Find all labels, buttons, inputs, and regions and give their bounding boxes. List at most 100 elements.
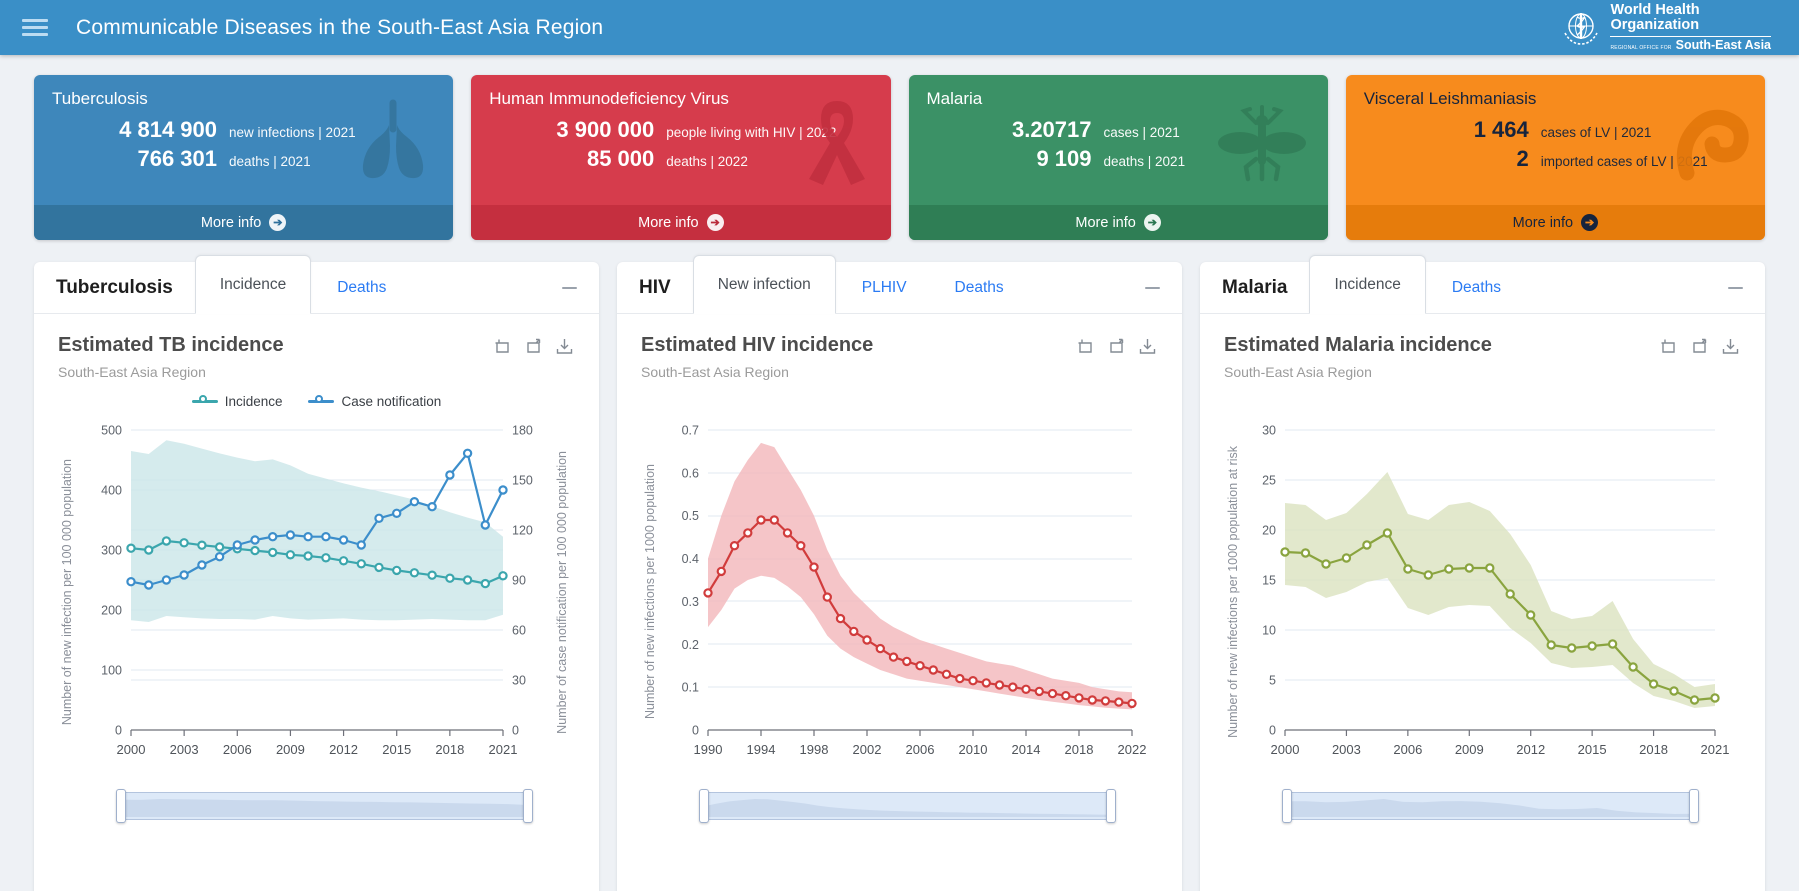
slider-handle-left[interactable] <box>116 789 126 823</box>
data-zoom-slider[interactable] <box>116 789 533 823</box>
card-stat: 85 000 deaths | 2022 <box>489 146 872 172</box>
chart-toolbox <box>494 338 573 355</box>
panel-header: Tuberculosis Incidence Deaths <box>34 255 599 314</box>
svg-text:0.3: 0.3 <box>682 595 699 609</box>
tab-deaths[interactable]: Deaths <box>1451 278 1501 296</box>
card-stat: 4 814 900 new infections | 2021 <box>52 117 435 143</box>
svg-text:25: 25 <box>1262 474 1276 488</box>
more-info-button[interactable]: More info ➔ <box>471 205 891 240</box>
tab-bar: New infection PLHIV Deaths <box>691 255 1028 314</box>
panel-header: Malaria Incidence Deaths <box>1200 255 1765 314</box>
zoom-select-icon[interactable] <box>1077 338 1094 355</box>
svg-text:2022: 2022 <box>1118 742 1147 757</box>
ribbon-icon <box>797 97 877 194</box>
card-title: Visceral Leishmaniasis <box>1363 89 1537 108</box>
slider-handle-left[interactable] <box>699 789 709 823</box>
svg-text:500: 500 <box>101 424 122 438</box>
panel-title: HIV <box>639 276 671 298</box>
svg-text:0.1: 0.1 <box>682 681 699 695</box>
lungs-icon <box>347 97 439 190</box>
y-axis-label-left: Number of new infection per 100 000 popu… <box>59 458 74 726</box>
svg-text:2000: 2000 <box>117 742 146 757</box>
svg-text:2021: 2021 <box>489 742 518 757</box>
data-zoom-slider[interactable] <box>1282 789 1699 823</box>
card-stat: 3 900 000 people living with HIV | 2022 <box>489 117 872 143</box>
stat-label: deaths | 2022 <box>666 154 748 169</box>
zoom-reset-icon[interactable] <box>1108 338 1125 355</box>
tab-bar: Incidence Deaths <box>193 255 410 314</box>
stat-label: new infections | 2021 <box>229 125 356 140</box>
stat-value: 1 464 <box>1473 117 1529 142</box>
minimize-button[interactable] <box>1724 286 1747 289</box>
svg-text:1994: 1994 <box>747 742 776 757</box>
svg-text:2015: 2015 <box>382 742 411 757</box>
more-info-button[interactable]: More info ➔ <box>1345 205 1765 240</box>
chart-subtitle: South-East Asia Region <box>641 364 789 380</box>
legend-label: Incidence <box>224 393 283 409</box>
legend-marker-icon <box>191 395 218 406</box>
more-info-button[interactable]: More info ➔ <box>34 205 454 240</box>
svg-text:30: 30 <box>512 674 526 688</box>
slider-handle-right[interactable] <box>523 789 533 823</box>
stat-value: 4 814 900 <box>119 117 217 142</box>
download-icon[interactable] <box>1722 338 1739 355</box>
disease-card-human-immunodeficiency-virus: Human Immunodeficiency Virus 3 900 000 p… <box>471 75 891 240</box>
tab-new-infection[interactable]: New infection <box>692 255 836 314</box>
svg-text:200: 200 <box>101 604 122 618</box>
tab-plhiv[interactable]: PLHIV <box>861 278 907 296</box>
panel-title: Malaria <box>1222 276 1288 298</box>
tab-incidence[interactable]: Incidence <box>1309 255 1426 314</box>
svg-text:10: 10 <box>1262 624 1276 638</box>
zoom-select-icon[interactable] <box>1660 338 1677 355</box>
svg-text:2000: 2000 <box>1271 742 1300 757</box>
logo-line3: REGIONAL OFFICE FOR <box>1610 44 1672 51</box>
slider-handle-right[interactable] <box>1106 789 1116 823</box>
minimize-button[interactable] <box>1141 286 1164 289</box>
page-title: Communicable Diseases in the South-East … <box>76 15 604 39</box>
svg-text:120: 120 <box>512 524 533 538</box>
svg-text:30: 30 <box>1262 424 1276 438</box>
chart-legend <box>1224 386 1741 416</box>
stat-value: 3.20717 <box>1011 117 1092 142</box>
svg-text:2014: 2014 <box>1012 742 1041 757</box>
slider-handle-right[interactable] <box>1689 789 1699 823</box>
line-chart: 0 0.1 0.2 0.3 0.4 0.5 0.6 0.7 1990 1994 1998 2002 20… <box>682 424 1147 758</box>
tab-incidence[interactable]: Incidence <box>194 255 312 314</box>
stat-label: deaths | 2021 <box>1103 154 1186 169</box>
more-info-label: More info <box>1512 214 1574 231</box>
data-zoom-slider[interactable] <box>699 789 1116 823</box>
line-chart: 0 100 200 300 400 500 0 30 60 90 120 150 180 2000 2003… <box>101 424 533 758</box>
logo-line2: Organization <box>1610 17 1700 34</box>
more-info-label: More info <box>1075 214 1136 231</box>
svg-text:2009: 2009 <box>1455 742 1484 757</box>
svg-text:2006: 2006 <box>223 742 252 757</box>
download-icon[interactable] <box>1139 338 1156 355</box>
slider-handle-left[interactable] <box>1282 789 1292 823</box>
legend-item[interactable]: Case notification <box>308 394 441 409</box>
chart-title: Estimated HIV incidence <box>641 334 874 356</box>
tab-deaths[interactable]: Deaths <box>337 278 387 296</box>
download-icon[interactable] <box>556 338 573 355</box>
chart-title: Estimated TB incidence <box>58 334 284 356</box>
hamburger-menu-icon[interactable] <box>22 15 48 40</box>
chart-legend: Incidence Case notification <box>58 386 575 416</box>
stat-label: cases of LV | 2021 <box>1540 125 1652 140</box>
legend-item[interactable]: Incidence <box>191 393 283 409</box>
zoom-reset-icon[interactable] <box>525 338 542 355</box>
chart-title: Estimated Malaria incidence <box>1224 334 1492 356</box>
y-axis-label-right: Number of case notification per 100 000 … <box>554 450 569 734</box>
stat-value: 766 301 <box>137 146 217 171</box>
card-stat: 3.20717 cases | 2021 <box>927 117 1310 143</box>
line-chart: 0 5 10 15 20 25 30 2000 2003 2006 2009 2012 2015 2018… <box>1262 424 1729 758</box>
zoom-reset-icon[interactable] <box>1691 338 1708 355</box>
summary-cards-row: Tuberculosis 4 814 900 new infections | … <box>34 75 1765 240</box>
svg-text:2009: 2009 <box>276 742 305 757</box>
zoom-select-icon[interactable] <box>494 338 511 355</box>
card-stat: 9 109 deaths | 2021 <box>927 146 1310 172</box>
more-info-button[interactable]: More info ➔ <box>908 205 1328 240</box>
minimize-button[interactable] <box>558 286 581 289</box>
panel-header: HIV New infection PLHIV Deaths <box>617 255 1182 314</box>
mosquito-icon <box>1210 97 1314 190</box>
panel-title: Tuberculosis <box>56 276 173 298</box>
tab-deaths[interactable]: Deaths <box>954 278 1004 296</box>
